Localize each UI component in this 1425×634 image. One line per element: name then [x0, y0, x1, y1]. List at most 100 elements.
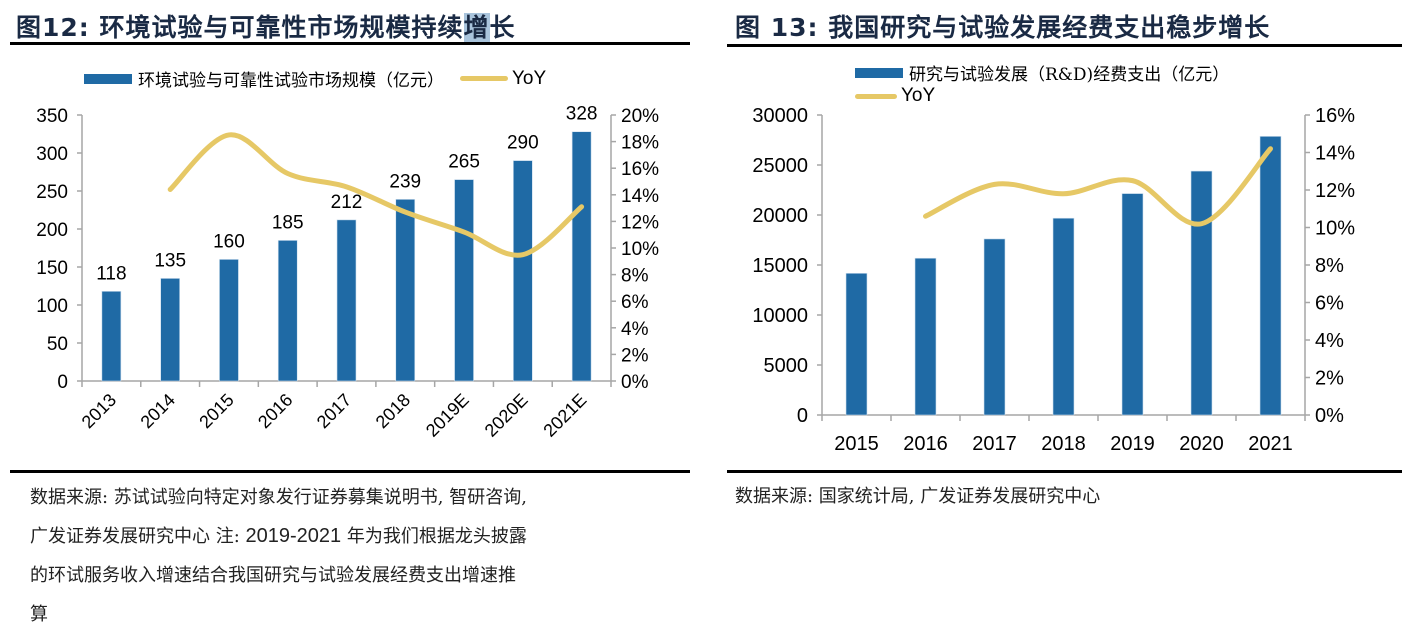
bar [1259, 136, 1282, 416]
x-tick-label: 2019E [422, 390, 473, 441]
x-tick-label: 2020 [1179, 433, 1224, 455]
bar [845, 272, 868, 416]
source-line-2a: 广发证券发展研究中心 注: [30, 526, 246, 547]
y-tick-label: 0 [57, 372, 68, 393]
x-tick-label: 2017 [313, 390, 355, 432]
y2-tick-label: 0% [1315, 405, 1344, 427]
bar-data-label: 212 [331, 192, 363, 213]
bar [571, 131, 592, 382]
bar [983, 238, 1006, 416]
title-rule [727, 44, 1402, 47]
y2-tick-label: 8% [1315, 255, 1344, 277]
source-line-2b: 年为我们根据龙头披露 [341, 526, 527, 547]
chart-1-plot: 0 50 100 150 200 250 300 350 0% 2% 4% 6% 8% 10% 12% 14%… [36, 104, 659, 441]
bar-data-label: 290 [507, 133, 539, 154]
x-tick-label: 2016 [903, 433, 948, 455]
y2-tick-label: 14% [621, 186, 659, 207]
figure-13-label: 图 13: [735, 13, 819, 42]
bar-data-label: 185 [272, 212, 304, 233]
legend-bar-label: 研究与试验发展（R&D)经费支出（亿元） [909, 65, 1230, 85]
y2-tick-label: 4% [621, 319, 649, 340]
legend-bar-swatch [84, 73, 132, 84]
source-line-4: 算 [30, 604, 48, 625]
bar [1190, 170, 1213, 416]
footer-rule [10, 470, 690, 473]
bar [914, 257, 937, 416]
x-tick-label: 2020E [481, 390, 532, 441]
y-tick-label: 5000 [764, 355, 809, 377]
source-line-1: 数据来源: 苏试试验向特定对象发行证券募集说明书, 智研咨询, [30, 487, 527, 508]
y2-tick-label: 20% [621, 106, 659, 127]
y2-tick-label: 6% [621, 292, 649, 313]
source-line-3: 的环试服务收入增速结合我国研究与试验发展经费支出增速推 [30, 565, 516, 586]
x-tick-label: 2017 [972, 433, 1017, 455]
yoy-line [167, 132, 585, 258]
bar [277, 240, 298, 382]
y-tick-label: 0 [797, 405, 808, 427]
y-tick-label: 100 [36, 296, 68, 317]
x-tick-label: 2014 [137, 390, 179, 432]
y2-tick-label: 16% [1315, 105, 1355, 127]
legend-bar-label: 环境试验与可靠性试验市场规模（亿元） [138, 71, 444, 91]
bar-data-label: 135 [154, 250, 186, 271]
y-tick-label: 10000 [752, 305, 808, 327]
source-line-2: 广发证券发展研究中心 注: 2019-2021 年为我们根据龙头披露 [30, 517, 690, 556]
bar [454, 179, 474, 382]
bar-data-label: 265 [448, 152, 480, 173]
y-tick-label: 30000 [752, 105, 808, 127]
legend-line-label: YoY [901, 85, 936, 106]
bar-data-label: 239 [389, 171, 421, 192]
legend-line-swatch [855, 93, 897, 99]
yoy-line [923, 146, 1273, 227]
x-tick-label: 2015 [834, 433, 879, 455]
footer-rule [727, 470, 1402, 473]
y-tick-label: 300 [36, 144, 68, 165]
figure-13-title: 图 13: 我国研究与试验发展经费支出稳步增长 [735, 8, 1270, 44]
bar [219, 259, 239, 382]
y2-tick-label: 2% [621, 345, 649, 366]
figure-12-title: 图12: 环境试验与可靠性市场规模持续增长 [16, 8, 516, 44]
x-tick-label: 2021E [539, 390, 590, 441]
bar [1052, 217, 1075, 416]
chart-1-legend: 环境试验与可靠性试验市场规模（亿元） YoY [84, 66, 562, 91]
y-tick-label: 20000 [752, 205, 808, 227]
y2-tick-label: 18% [621, 133, 659, 154]
y2-tick-label: 12% [1315, 180, 1355, 202]
y-tick-label: 250 [36, 182, 68, 203]
bar-data-label: 118 [96, 263, 126, 284]
chart-2-plot: 0 5000 10000 15000 20000 25000 30000 0% 2% 4% 6% 8%… [752, 105, 1355, 455]
figure-12-label: 图12: [16, 13, 90, 42]
y2-tick-label: 2% [1315, 368, 1344, 390]
bar-data-label: 328 [566, 104, 598, 125]
bar [101, 291, 122, 382]
legend-line-label: YoY [512, 67, 547, 89]
y2-tick-label: 10% [1315, 218, 1355, 240]
title-rule [10, 42, 690, 45]
legend-item-bar: 环境试验与可靠性试验市场规模（亿元） [84, 66, 444, 91]
y2-tick-label: 12% [621, 212, 659, 233]
y2-tick-label: 8% [621, 266, 649, 287]
y-tick-label: 15000 [752, 255, 808, 277]
y2-tick-label: 10% [621, 239, 659, 260]
y-tick-label: 50 [47, 334, 68, 355]
chart-2-legend-bar: 研究与试验发展（R&D)经费支出（亿元） [855, 60, 1229, 85]
x-tick-label: 2015 [195, 390, 237, 432]
x-tick-label: 2018 [372, 390, 414, 432]
y2-tick-label: 0% [621, 372, 649, 393]
bar [513, 160, 533, 382]
x-tick-label: 2018 [1041, 433, 1086, 455]
figure-12-source-note: 数据来源: 苏试试验向特定对象发行证券募集说明书, 智研咨询, 广发证券发展研究… [30, 478, 690, 634]
figure-12-title-highlight: 增 [463, 13, 490, 42]
figure-12-title-text: 环境试验与可靠性市场规模持续 [99, 13, 464, 42]
y2-tick-label: 14% [1315, 143, 1355, 165]
legend-bar-swatch [855, 67, 903, 78]
x-tick-label: 2021 [1248, 433, 1293, 455]
legend-line-swatch [460, 76, 508, 81]
source-line-2-years: 2019-2021 [245, 525, 342, 547]
y-tick-label: 350 [36, 106, 68, 127]
figure-13-title-text: 我国研究与试验发展经费支出稳步增长 [828, 13, 1271, 42]
bar [336, 219, 357, 382]
y2-tick-label: 4% [1315, 330, 1344, 352]
y2-tick-label: 6% [1315, 293, 1344, 315]
figure-12-title-tail: 长 [489, 13, 516, 42]
